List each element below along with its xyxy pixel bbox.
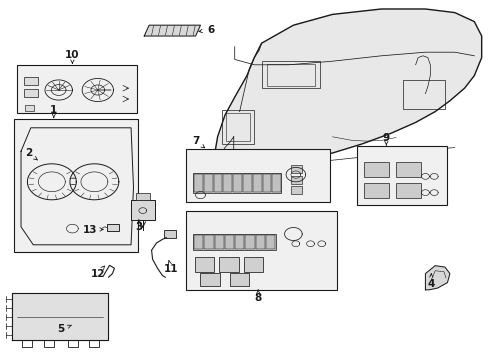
Bar <box>290 176 301 184</box>
Bar <box>163 230 176 238</box>
Polygon shape <box>21 128 133 245</box>
Bar <box>193 173 281 193</box>
Bar <box>200 273 220 286</box>
Text: 12: 12 <box>90 269 105 279</box>
Bar <box>395 183 420 198</box>
Bar <box>193 234 276 250</box>
Bar <box>25 105 34 111</box>
Bar <box>14 119 138 252</box>
Bar <box>364 162 388 177</box>
Bar <box>243 257 263 272</box>
Text: 5: 5 <box>58 324 64 334</box>
Bar <box>204 235 213 249</box>
Bar <box>194 235 203 249</box>
Bar <box>261 61 320 88</box>
Bar <box>136 193 149 200</box>
Polygon shape <box>12 293 107 340</box>
Bar <box>364 183 388 198</box>
Text: 10: 10 <box>65 50 80 60</box>
Bar <box>290 186 301 194</box>
Bar <box>265 235 275 249</box>
Polygon shape <box>144 25 200 36</box>
Text: 2: 2 <box>25 148 32 158</box>
Text: 6: 6 <box>207 24 214 35</box>
Text: 1: 1 <box>50 105 57 115</box>
Bar <box>225 113 250 141</box>
Text: 13: 13 <box>83 225 98 235</box>
Bar <box>185 211 337 290</box>
Bar <box>290 165 301 173</box>
Bar <box>213 174 222 192</box>
Bar <box>24 89 38 97</box>
Bar <box>243 174 251 192</box>
Bar <box>262 174 271 192</box>
Bar <box>24 77 38 85</box>
Bar <box>194 257 214 272</box>
Bar <box>229 273 249 286</box>
Bar <box>356 146 447 205</box>
Text: 4: 4 <box>427 279 434 289</box>
Bar <box>214 235 224 249</box>
Bar <box>266 64 315 86</box>
Bar <box>272 174 281 192</box>
Bar <box>224 235 234 249</box>
Bar <box>194 174 203 192</box>
Bar <box>403 80 444 109</box>
Bar <box>395 162 420 177</box>
Bar <box>233 174 242 192</box>
Bar <box>203 174 212 192</box>
Bar <box>219 257 238 272</box>
Polygon shape <box>215 9 481 166</box>
Bar <box>17 65 137 113</box>
Text: 8: 8 <box>254 293 261 303</box>
Bar <box>106 224 119 231</box>
Bar <box>252 174 261 192</box>
Bar <box>235 235 244 249</box>
Bar <box>223 174 232 192</box>
Bar <box>222 110 254 144</box>
Polygon shape <box>425 266 449 290</box>
Bar <box>131 200 154 220</box>
Text: 11: 11 <box>163 264 178 274</box>
Bar <box>185 149 329 202</box>
Text: 9: 9 <box>382 132 389 143</box>
Text: 7: 7 <box>191 136 199 146</box>
Bar <box>245 235 254 249</box>
Bar <box>255 235 264 249</box>
Text: 3: 3 <box>135 222 142 232</box>
